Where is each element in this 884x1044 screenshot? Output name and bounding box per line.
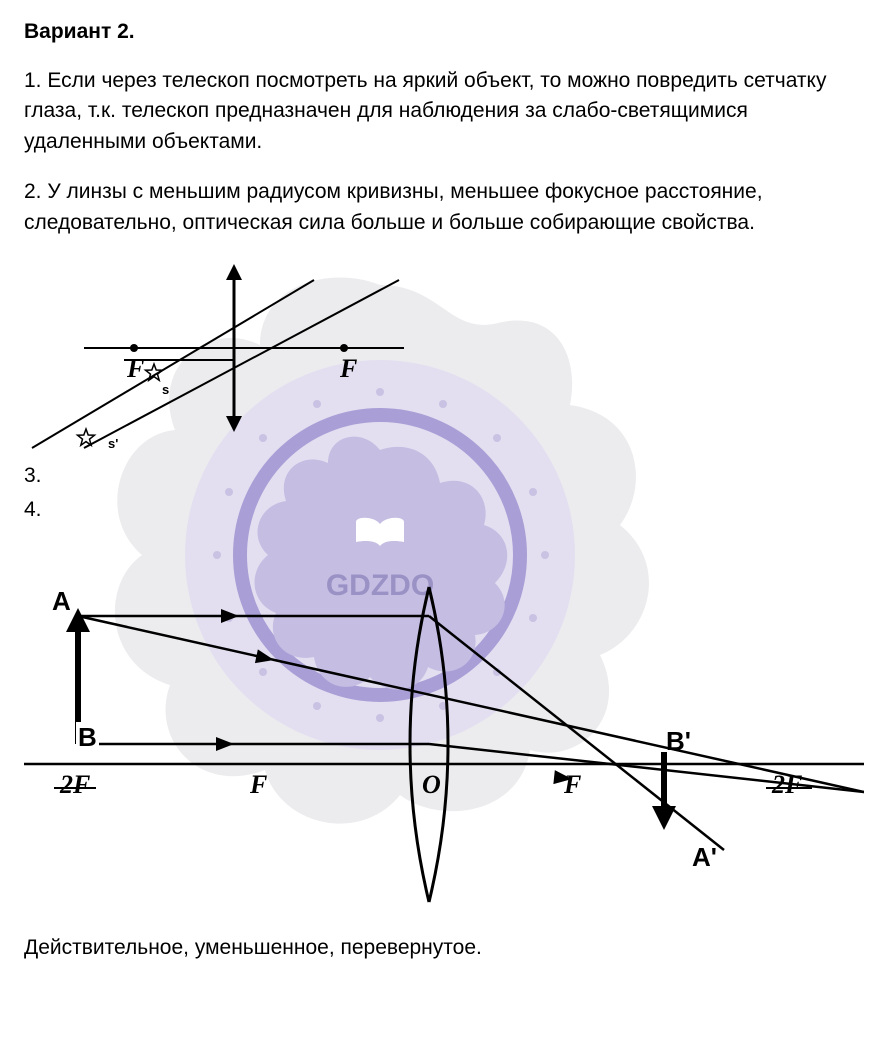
- label-B: B: [76, 722, 99, 753]
- item-4-number: 4.: [24, 498, 860, 522]
- diagram-4-converging-lens: A B O 2F F F 2F B' A': [24, 532, 864, 912]
- label-B-prime: B': [666, 726, 691, 757]
- label-s-prime: s': [108, 436, 118, 451]
- answer-text: Действительное, уменьшенное, перевернуто…: [24, 936, 860, 960]
- page-title: Вариант 2.: [24, 20, 860, 44]
- label-s: s: [162, 382, 169, 397]
- label-O: O: [422, 770, 441, 800]
- label-2F-left: 2F: [60, 770, 90, 800]
- label-A: A: [52, 586, 71, 617]
- label-F-right: F: [564, 770, 581, 800]
- diagram-3-diverging-lens: F F s s': [24, 258, 444, 458]
- paragraph-1: 1. Если через телескоп посмотреть на ярк…: [24, 66, 860, 157]
- paragraph-2: 2. У линзы с меньшим радиусом кривизны, …: [24, 177, 860, 238]
- label-A-prime: A': [692, 842, 717, 873]
- label-F-left-d3: F: [127, 354, 144, 384]
- item-3-number: 3.: [24, 464, 860, 488]
- label-F-right-d3: F: [340, 354, 357, 384]
- label-2F-right: 2F: [772, 770, 802, 800]
- label-F-left: F: [250, 770, 267, 800]
